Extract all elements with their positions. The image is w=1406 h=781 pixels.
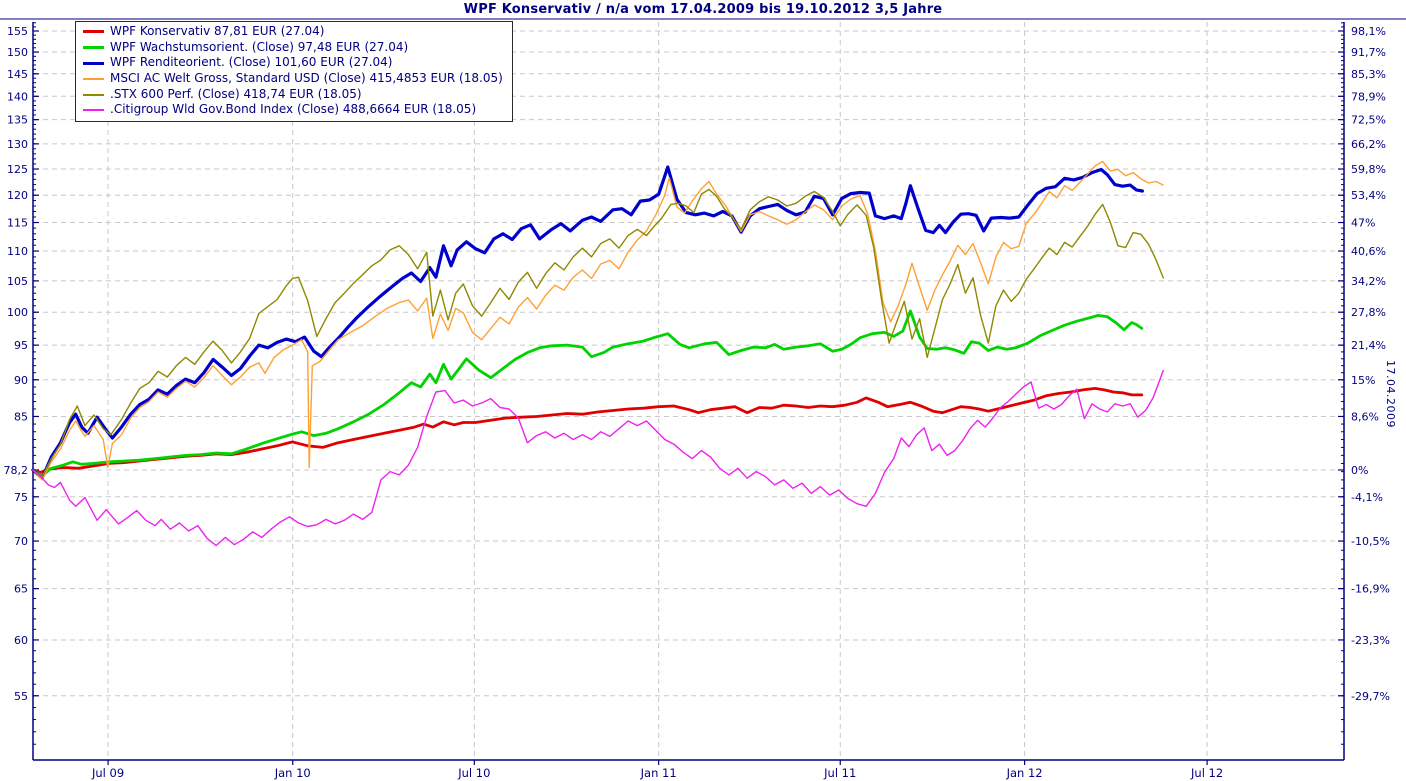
- y-axis-label-right: 72,5%: [1351, 114, 1386, 127]
- y-axis-label-left: 85: [14, 410, 28, 423]
- legend-swatch-wpf-wachstumsorient: [83, 46, 104, 50]
- y-axis-label-left: 130: [7, 138, 28, 151]
- series-line-wpf-wachstumsorient: [31, 309, 1144, 478]
- legend-label: MSCI AC Welt Gross, Standard USD (Close)…: [110, 71, 503, 86]
- y-axis-label-right: 59,8%: [1351, 163, 1386, 176]
- y-axis-label-left: 60: [14, 634, 28, 647]
- y-axis-label-right: 27,8%: [1351, 306, 1386, 319]
- legend-item-wpf-konservativ: WPF Konservativ 87,81 EUR (27.04): [83, 24, 503, 40]
- y-axis-label-right: 85,3%: [1351, 68, 1386, 81]
- y-axis-label-left: 90: [14, 374, 28, 387]
- y-axis-label-left: 140: [7, 90, 28, 103]
- y-axis-label-right: -29,7%: [1351, 690, 1390, 703]
- x-axis-label: Jan 11: [640, 766, 677, 780]
- legend-label: WPF Konservativ 87,81 EUR (27.04): [110, 24, 325, 38]
- legend-item-stx-600-perf: .STX 600 Perf. (Close) 418,74 EUR (18.05…: [83, 87, 503, 103]
- x-axis-label: Jul 11: [823, 766, 856, 780]
- reference-date-label: 17.04.2009: [1384, 360, 1397, 428]
- legend-label: WPF Renditeorient. (Close) 101,60 EUR (2…: [110, 55, 393, 70]
- y-axis-label-right: -10,5%: [1351, 535, 1390, 548]
- legend-item-wpf-wachstumsorient: WPF Wachstumsorient. (Close) 97,48 EUR (…: [83, 40, 503, 56]
- y-axis-label-left: 95: [14, 339, 28, 352]
- y-axis-label-left: 120: [7, 189, 28, 202]
- legend-item-msci-ac-welt: MSCI AC Welt Gross, Standard USD (Close)…: [83, 71, 503, 87]
- y-axis-label-left: 105: [7, 275, 28, 288]
- y-axis-label-left: 55: [14, 690, 28, 703]
- y-axis-label-right: 91,7%: [1351, 46, 1386, 59]
- y-axis-label-right: -16,9%: [1351, 583, 1390, 596]
- y-axis-label-right: 0%: [1351, 464, 1368, 477]
- series-line-msci-ac-welt: [32, 160, 1164, 481]
- legend-swatch-wpf-renditeorient: [83, 61, 104, 65]
- y-axis-label-right: 78,9%: [1351, 90, 1386, 103]
- x-axis-label: Jul 12: [1190, 766, 1223, 780]
- legend-swatch-citigroup-wgbi: [83, 109, 104, 112]
- y-axis-label-right: -4,1%: [1351, 491, 1383, 504]
- y-axis-label-right: 98,1%: [1351, 25, 1386, 38]
- y-axis-label-right: -23,3%: [1351, 634, 1390, 647]
- y-axis-label-right: 47%: [1351, 217, 1375, 230]
- y-axis-label-left: 110: [7, 245, 28, 258]
- y-axis-label-left: 75: [14, 491, 28, 504]
- legend-label: WPF Wachstumsorient. (Close) 97,48 EUR (…: [110, 39, 409, 54]
- y-axis-label-left: 100: [7, 306, 28, 319]
- x-axis-label: Jan 10: [274, 766, 311, 780]
- y-axis-label-right: 15%: [1351, 374, 1375, 387]
- y-axis-label-right: 8,6%: [1351, 410, 1379, 423]
- x-axis-label: Jan 12: [1006, 766, 1043, 780]
- legend-item-wpf-renditeorient: WPF Renditeorient. (Close) 101,60 EUR (2…: [83, 55, 503, 71]
- x-axis-label: Jul 10: [457, 766, 490, 780]
- y-axis-label-right: 66,2%: [1351, 138, 1386, 151]
- y-axis-label-right: 34,2%: [1351, 275, 1386, 288]
- series-line-wpf-renditeorient: [31, 165, 1145, 480]
- chart-title: WPF Konservativ / n/a vom 17.04.2009 bis…: [463, 2, 943, 17]
- y-axis-label-left: 65: [14, 583, 28, 596]
- legend-swatch-stx-600-perf: [83, 93, 104, 96]
- y-axis-label-left: 70: [14, 535, 28, 548]
- y-axis-label-right: 53,4%: [1351, 189, 1386, 202]
- y-axis-label-left: 150: [7, 46, 28, 59]
- y-axis-label-left: 145: [7, 68, 28, 81]
- y-axis-label-left: 135: [7, 114, 28, 127]
- y-axis-label-left: 125: [7, 163, 28, 176]
- series-line-citigroup-wgbi: [32, 369, 1164, 547]
- legend-label: .Citigroup Wld Gov.Bond Index (Close) 48…: [110, 102, 477, 117]
- series-line-wpf-konservativ: [31, 386, 1144, 474]
- legend-swatch-msci-ac-welt: [83, 77, 104, 80]
- legend-swatch-wpf-konservativ: [83, 30, 104, 34]
- legend: WPF Konservativ 87,81 EUR (27.04) WPF Wac…: [75, 21, 513, 123]
- y-axis-label-right: 21,4%: [1351, 339, 1386, 352]
- x-axis-label: Jul 09: [91, 766, 124, 780]
- y-axis-label-left: 115: [7, 217, 28, 230]
- y-axis-label-left: 78,2: [4, 464, 29, 477]
- series-line-stx-600-perf: [32, 188, 1164, 478]
- y-axis-label-left: 155: [7, 25, 28, 38]
- y-axis-label-right: 40,6%: [1351, 245, 1386, 258]
- legend-item-citigroup-wgbi: .Citigroup Wld Gov.Bond Index (Close) 48…: [83, 102, 503, 118]
- legend-label: .STX 600 Perf. (Close) 418,74 EUR (18.05…: [110, 86, 362, 101]
